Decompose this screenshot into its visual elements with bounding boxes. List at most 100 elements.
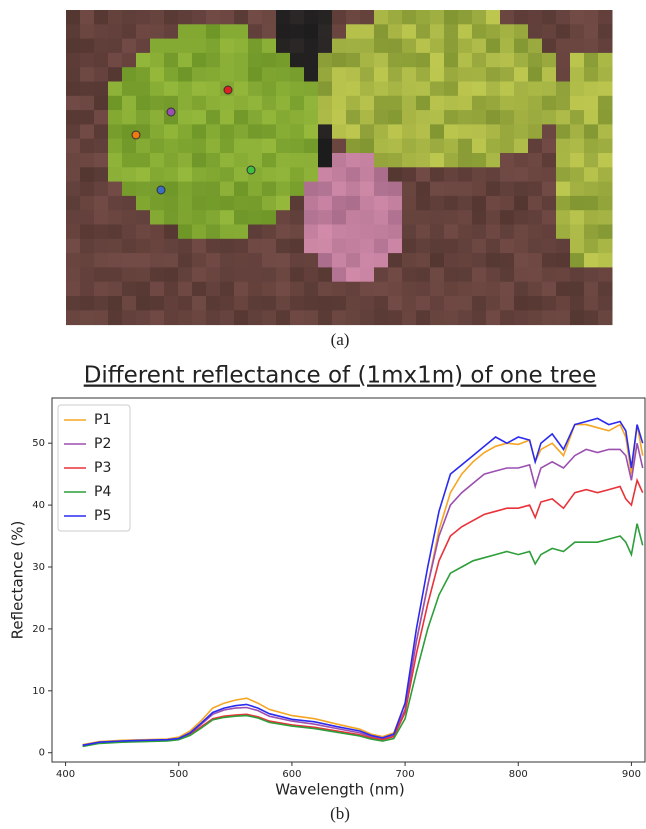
image-pixel <box>346 67 361 82</box>
image-pixel <box>388 124 403 140</box>
image-pixel <box>178 124 193 140</box>
image-pixel <box>108 153 123 168</box>
image-pixel <box>332 110 347 125</box>
image-pixel <box>80 296 95 311</box>
image-pixel <box>136 210 151 225</box>
image-pixel <box>542 38 557 54</box>
image-pixel <box>486 38 501 54</box>
legend-label: P5 <box>94 508 111 524</box>
image-pixel <box>136 10 151 25</box>
image-pixel <box>444 181 459 197</box>
image-pixel <box>276 153 291 168</box>
image-pixel <box>178 24 193 40</box>
image-pixel <box>374 138 389 154</box>
image-pixel <box>192 110 207 125</box>
image-pixel <box>388 24 403 40</box>
y-tick-label: 40 <box>32 500 45 511</box>
image-pixel <box>248 153 263 168</box>
image-pixel <box>416 224 431 240</box>
image-pixel <box>304 167 319 183</box>
image-pixel <box>108 167 123 183</box>
image-pixel <box>346 124 361 140</box>
image-pixel <box>150 210 165 225</box>
image-pixel <box>318 110 333 125</box>
image-pixel <box>178 210 193 225</box>
image-pixel <box>290 238 305 254</box>
image-pixel <box>276 67 291 82</box>
image-pixel <box>458 95 473 111</box>
image-pixel <box>570 138 585 154</box>
image-pixel <box>444 124 459 140</box>
image-pixel <box>262 167 277 183</box>
image-pixel <box>234 253 249 268</box>
image-pixel <box>360 24 375 40</box>
image-pixel <box>332 267 347 283</box>
image-pixel <box>136 167 151 183</box>
legend-label: P2 <box>94 436 111 452</box>
image-pixel <box>332 310 347 326</box>
image-pixel <box>66 95 81 111</box>
image-pixel <box>220 10 235 25</box>
image-pixel <box>472 281 487 297</box>
image-pixel <box>514 281 529 297</box>
image-pixel <box>164 181 179 197</box>
image-pixel <box>318 95 333 111</box>
image-pixel <box>122 310 137 326</box>
image-pixel <box>108 253 123 268</box>
image-pixel <box>598 153 613 168</box>
image-pixel <box>584 167 599 183</box>
image-pixel <box>402 124 417 140</box>
image-pixel <box>206 110 221 125</box>
image-pixel <box>80 81 95 97</box>
image-pixel <box>290 10 305 25</box>
image-pixel <box>178 38 193 54</box>
image-pixel <box>66 296 81 311</box>
image-pixel <box>122 81 137 97</box>
image-pixel <box>94 210 109 225</box>
image-pixel <box>206 253 221 268</box>
image-pixel <box>542 238 557 254</box>
image-pixel <box>598 296 613 311</box>
image-pixel <box>500 24 515 40</box>
image-pixel <box>458 24 473 40</box>
image-pixel <box>500 310 515 326</box>
image-pixel <box>514 210 529 225</box>
image-pixel <box>248 110 263 125</box>
image-pixel <box>220 195 235 211</box>
image-pixel <box>80 67 95 82</box>
image-pixel <box>234 296 249 311</box>
image-pixel <box>276 38 291 54</box>
image-pixel <box>206 52 221 68</box>
image-pixel <box>570 267 585 283</box>
image-pixel <box>346 281 361 297</box>
image-pixel <box>150 195 165 211</box>
image-pixel <box>94 267 109 283</box>
image-pixel <box>150 296 165 311</box>
image-pixel <box>206 310 221 326</box>
image-pixel <box>388 181 403 197</box>
image-pixel <box>80 210 95 225</box>
image-pixel <box>122 24 137 40</box>
image-pixel <box>136 253 151 268</box>
image-pixel <box>290 153 305 168</box>
image-pixel <box>178 52 193 68</box>
image-pixel <box>108 296 123 311</box>
image-pixel <box>416 167 431 183</box>
image-pixel <box>318 281 333 297</box>
image-pixel <box>430 10 445 25</box>
image-pixel <box>66 10 81 25</box>
image-pixel <box>94 110 109 125</box>
image-pixel <box>192 95 207 111</box>
image-pixel <box>164 167 179 183</box>
image-pixel <box>584 224 599 240</box>
image-pixel <box>304 210 319 225</box>
image-pixel <box>402 24 417 40</box>
image-pixel <box>388 38 403 54</box>
image-pixel <box>122 267 137 283</box>
y-tick-label: 10 <box>32 686 45 697</box>
image-pixel <box>178 267 193 283</box>
image-pixel <box>542 310 557 326</box>
image-pixel <box>220 110 235 125</box>
image-pixel <box>472 238 487 254</box>
image-pixel <box>80 281 95 297</box>
